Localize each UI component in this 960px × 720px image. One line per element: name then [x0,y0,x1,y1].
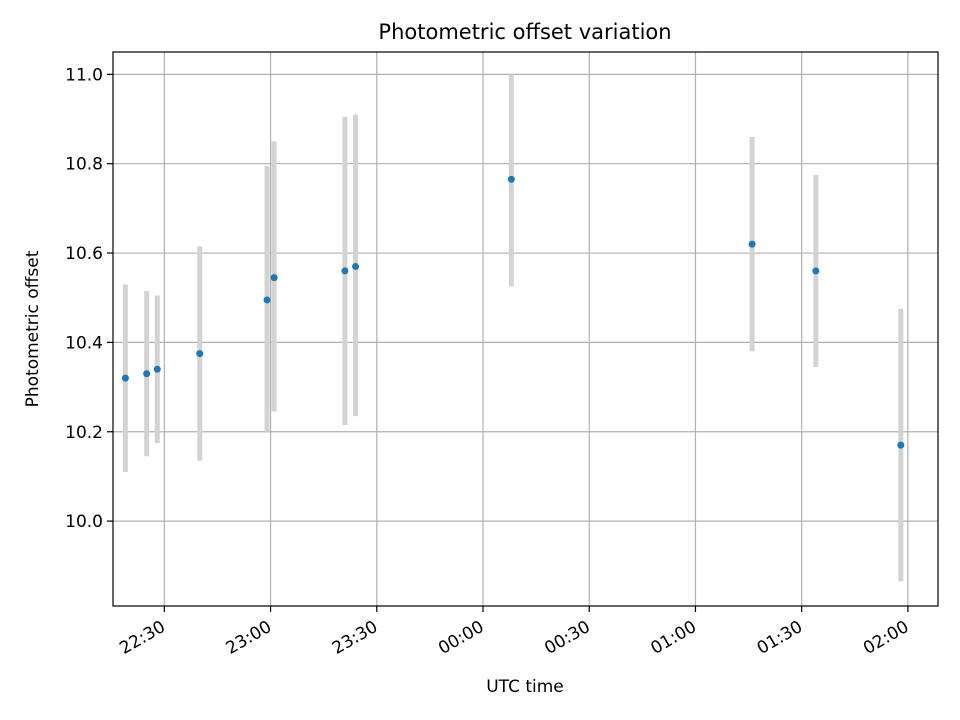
data-point [812,267,820,275]
grid [113,52,938,606]
data-points [121,175,905,449]
data-point [153,365,161,373]
data-point [341,267,349,275]
y-tick-label: 10.8 [65,155,103,175]
data-point [263,296,271,304]
data-point [270,274,278,282]
data-point [897,441,905,449]
y-axis-label: Photometric offset [23,250,43,407]
data-point [143,370,151,378]
x-axis-label: UTC time [486,677,564,697]
y-tick-label: 10.2 [65,423,103,443]
y-tick-label: 10.6 [65,244,103,264]
y-tick-label: 10.0 [65,512,103,532]
data-point [352,262,360,270]
y-axis-ticks: 10.0 10.2 10.4 10.6 10.8 11.0 [65,65,113,532]
data-point [748,240,756,248]
y-tick-label: 10.4 [65,333,103,353]
data-point [507,175,515,183]
chart-title: Photometric offset variation [378,20,671,44]
data-point [121,374,129,382]
plot-frame [112,51,939,607]
data-point [196,350,204,358]
y-tick-label: 11.0 [65,65,103,85]
